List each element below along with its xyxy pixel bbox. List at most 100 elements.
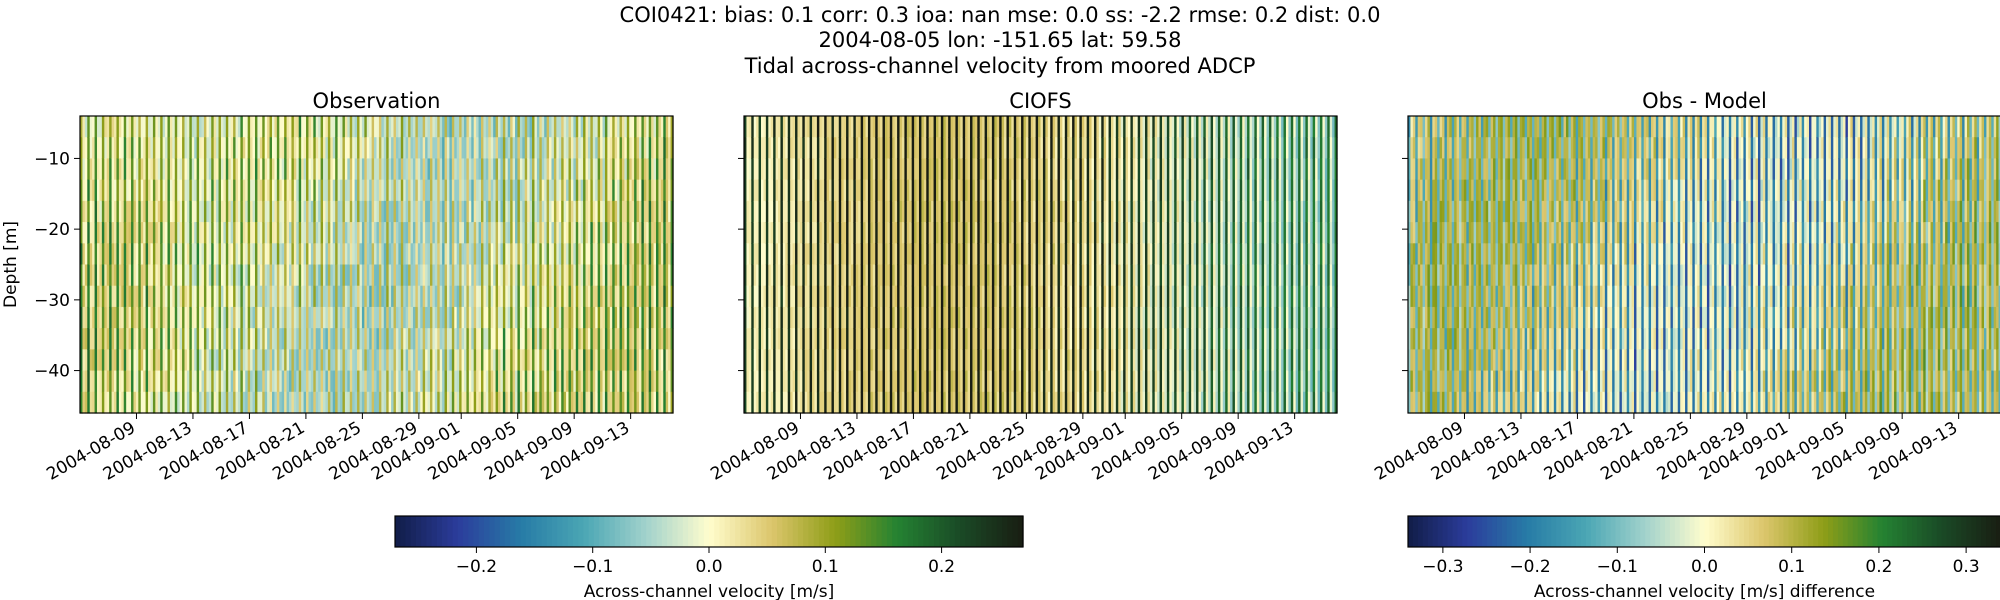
heatmap-cell	[82, 243, 86, 266]
heatmap-cell	[133, 243, 137, 266]
heatmap-cell	[218, 116, 222, 138]
heatmap-cell	[92, 243, 96, 266]
heatmap-cell	[237, 306, 241, 329]
heatmap-cell	[157, 137, 161, 160]
heatmap-cell	[138, 306, 142, 329]
heatmap-cell	[160, 370, 164, 393]
heatmap-cell	[84, 179, 88, 202]
heatmap-cell	[223, 200, 227, 223]
heatmap-cell	[148, 243, 152, 266]
heatmap-cell	[230, 222, 234, 244]
heatmap-cell	[179, 222, 183, 244]
heatmap-cell	[237, 285, 241, 308]
heatmap-cell	[177, 200, 181, 223]
heatmap-cell	[203, 328, 207, 350]
heatmap-cell	[133, 222, 137, 244]
heatmap-cell	[126, 306, 130, 329]
heatmap-cell	[104, 264, 108, 287]
heatmap-cell	[242, 370, 246, 393]
heatmap-cell	[140, 179, 144, 202]
heatmap-cell	[213, 158, 217, 181]
heatmap-cell	[191, 306, 195, 329]
heatmap-cell	[114, 179, 118, 202]
heatmap-cell	[165, 370, 169, 393]
heatmap-cell	[233, 391, 237, 414]
heatmap-cell	[182, 200, 186, 223]
heatmap-cell	[131, 328, 135, 350]
heatmap-cell	[186, 391, 190, 414]
heatmap-cell	[126, 116, 130, 138]
heatmap-cell	[245, 391, 249, 414]
heatmap-cell	[150, 222, 154, 244]
heatmap-cell	[247, 200, 251, 223]
heatmap-cell	[206, 328, 210, 350]
heatmap-cell	[143, 349, 147, 372]
heatmap-cell	[87, 370, 91, 393]
heatmap-cell	[169, 306, 173, 329]
heatmap-cell	[199, 116, 203, 138]
heatmap-cell	[135, 137, 139, 160]
heatmap-cell	[145, 158, 149, 181]
heatmap-cell	[240, 306, 244, 329]
heatmap-cell	[245, 137, 249, 160]
heatmap-cell	[196, 264, 200, 287]
heatmap-cell	[211, 349, 215, 372]
figure-title-line: COI0421: bias: 0.1 corr: 0.3 ioa: nan ms…	[620, 3, 1381, 27]
heatmap-cell	[186, 328, 190, 350]
heatmap-cell	[80, 222, 84, 244]
heatmap-cell	[109, 179, 113, 202]
heatmap-cell	[157, 222, 161, 244]
heatmap-cell	[101, 222, 105, 244]
heatmap-cell	[135, 370, 139, 393]
heatmap-cell	[143, 158, 147, 181]
heatmap-cell	[235, 328, 239, 350]
heatmap-cell	[89, 116, 93, 138]
heatmap-cell	[135, 349, 139, 372]
heatmap-cell	[179, 285, 183, 308]
heatmap-cell	[199, 158, 203, 181]
heatmap-cell	[247, 264, 251, 287]
heatmap-cell	[111, 158, 115, 181]
heatmap-cell	[245, 306, 249, 329]
heatmap-cell	[135, 179, 139, 202]
heatmap-cell	[172, 200, 176, 223]
heatmap-cell	[230, 243, 234, 266]
heatmap-cell	[128, 328, 132, 350]
heatmap-cell	[165, 158, 169, 181]
heatmap-cell	[182, 137, 186, 160]
heatmap-cell	[240, 243, 244, 266]
heatmap-cell	[167, 200, 171, 223]
heatmap-cell	[203, 243, 207, 266]
heatmap-cell	[213, 116, 217, 138]
heatmap-cell	[155, 264, 159, 287]
heatmap-cell	[109, 243, 113, 266]
heatmap-cell	[140, 200, 144, 223]
heatmap-cell	[145, 285, 149, 308]
heatmap-cell	[87, 200, 91, 223]
heatmap-cell	[114, 222, 118, 244]
heatmap-cell	[216, 264, 220, 287]
heatmap-cell	[133, 349, 137, 372]
heatmap-cell	[177, 328, 181, 350]
heatmap-cell	[211, 306, 215, 329]
heatmap-cell	[133, 285, 137, 308]
heatmap-cell	[89, 285, 93, 308]
heatmap-cell	[116, 243, 120, 266]
heatmap-cell	[152, 328, 156, 350]
heatmap-cell	[152, 222, 156, 244]
heatmap-cell	[140, 158, 144, 181]
heatmap-cell	[118, 285, 122, 308]
heatmap-cell	[174, 391, 178, 414]
heatmap-cell	[228, 391, 232, 414]
heatmap-cell	[148, 200, 152, 223]
heatmap-cell	[233, 370, 237, 393]
heatmap-cell	[186, 370, 190, 393]
heatmap-cell	[167, 370, 171, 393]
heatmap-cell	[208, 116, 212, 138]
heatmap-cell	[84, 306, 88, 329]
heatmap-cell	[99, 243, 103, 266]
heatmap-cell	[235, 349, 239, 372]
heatmap-cell	[211, 391, 215, 414]
heatmap-cell	[177, 116, 181, 138]
